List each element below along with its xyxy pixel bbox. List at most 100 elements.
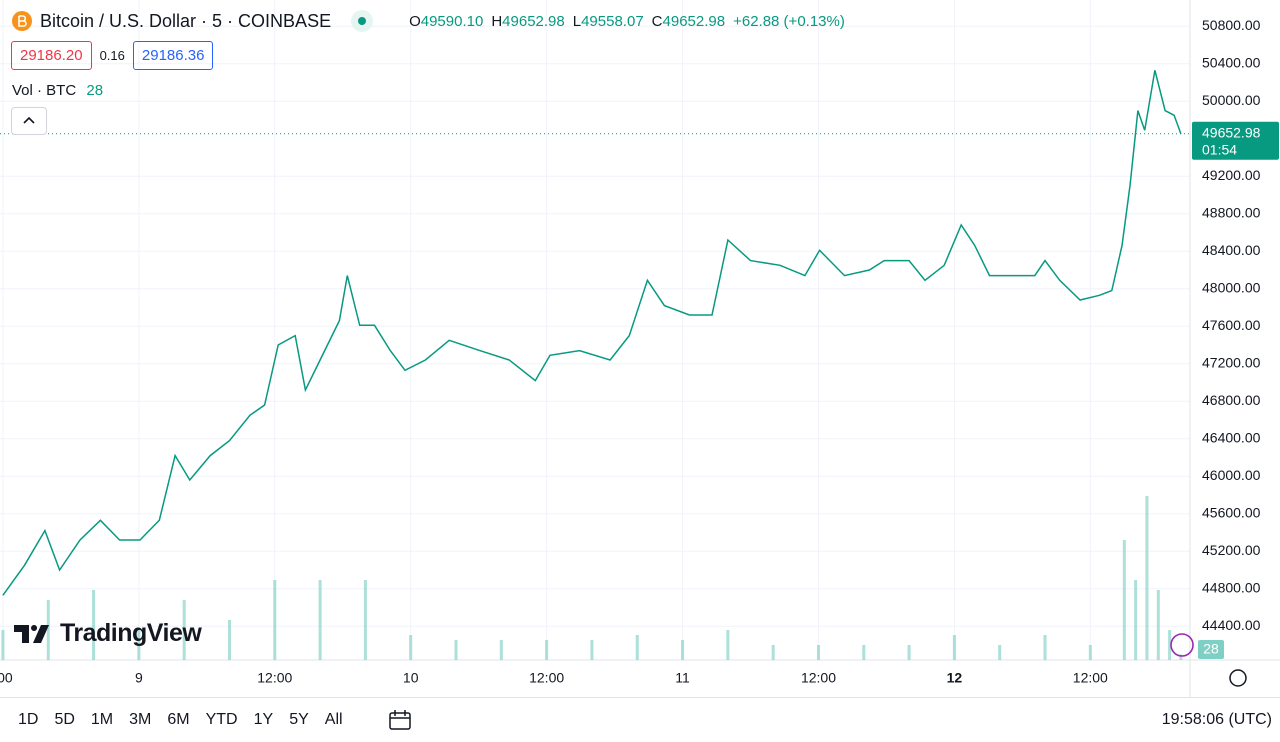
y-tick-label: 50400.00 xyxy=(1202,54,1261,70)
bitcoin-icon xyxy=(12,11,32,31)
x-tick-label: 12 xyxy=(947,670,963,686)
range-button[interactable]: 1Y xyxy=(253,711,274,728)
volume-tag-label: 28 xyxy=(1203,641,1219,657)
range-button[interactable]: All xyxy=(324,711,343,728)
volume-bar xyxy=(1179,654,1183,660)
x-tick-label: 11 xyxy=(675,670,690,686)
y-tick-label: 50800.00 xyxy=(1202,17,1261,33)
range-button[interactable]: 6M xyxy=(167,711,190,728)
spread: 0.16 xyxy=(99,48,125,63)
volume-bar xyxy=(681,640,685,660)
ohlc-item: L49558.07 xyxy=(573,13,644,30)
last-price-label: 49652.98 xyxy=(1202,124,1261,140)
y-tick-label: 46000.00 xyxy=(1202,467,1261,483)
volume-bar xyxy=(726,630,730,660)
range-button[interactable]: 5Y xyxy=(289,711,309,728)
range-buttons: 1D 5D 1M 3M 6M YTD 1Y 5Y All xyxy=(18,711,343,729)
volume-bar xyxy=(454,640,458,660)
volume-bar xyxy=(273,580,277,660)
y-tick-label: 48000.00 xyxy=(1202,279,1261,295)
x-tick-label: 9 xyxy=(135,670,143,686)
y-tick-label: 47200.00 xyxy=(1202,354,1261,370)
volume-label: Vol · BTC xyxy=(12,82,77,99)
volume-bar xyxy=(590,640,594,660)
volume-bar xyxy=(1134,580,1138,660)
collapse-button[interactable] xyxy=(11,107,47,135)
volume-bar xyxy=(92,590,96,660)
volume-bar xyxy=(182,600,186,660)
x-tick-label: 12:00 xyxy=(529,670,564,686)
volume-bar xyxy=(862,645,866,660)
volume-bar xyxy=(137,630,141,660)
volume-bar xyxy=(318,580,322,660)
y-tick-label: 48800.00 xyxy=(1202,204,1261,220)
market-status[interactable] xyxy=(351,10,374,32)
volume-bar xyxy=(409,635,413,660)
range-button[interactable]: 1M xyxy=(90,711,114,728)
ohlc-value: 49652.98 xyxy=(502,12,565,30)
alert-icon[interactable] xyxy=(1170,633,1194,657)
settings-icon[interactable] xyxy=(1229,669,1247,687)
range-button[interactable]: 3M xyxy=(129,711,152,728)
ohlc-value: 49558.07 xyxy=(581,12,644,30)
ohlc-item: O49590.10 xyxy=(409,13,483,30)
volume-bar xyxy=(952,635,956,660)
ohlc-key: L xyxy=(572,12,582,30)
volume-bar xyxy=(1088,645,1092,660)
y-tick-label: 44400.00 xyxy=(1202,617,1261,633)
y-tick-label: 47600.00 xyxy=(1202,317,1261,333)
ohlc-item: C49652.98 xyxy=(652,13,725,30)
clock[interactable]: 19:58:06 (UTC) xyxy=(1161,711,1272,728)
volume-bar xyxy=(771,645,775,660)
volume-bar xyxy=(1168,630,1172,660)
buy-button[interactable]: 29186.36 xyxy=(132,41,214,70)
sell-button[interactable]: 29186.20 xyxy=(11,41,92,70)
volume-legend: Vol · BTC 28 xyxy=(12,82,103,99)
y-tick-label: 50000.00 xyxy=(1202,92,1261,108)
volume-value: 28 xyxy=(86,82,104,99)
y-tick-label: 45200.00 xyxy=(1202,542,1261,558)
ohlc-value: 49652.98 xyxy=(662,12,726,30)
logo: TradingView xyxy=(14,619,202,648)
volume-bar xyxy=(227,620,231,660)
x-tick-label: :00 xyxy=(0,670,13,686)
volume-bar xyxy=(907,645,911,660)
volume-bar xyxy=(499,640,503,660)
x-tick-label: 10 xyxy=(403,670,419,686)
volume-bar xyxy=(1,630,5,660)
price-line xyxy=(2,70,1182,596)
volume-bar xyxy=(1122,540,1126,660)
ohlc-key: O xyxy=(409,12,421,30)
ohlc-key: H xyxy=(491,12,503,30)
trade-buttons: 29186.20 0.16 29186.36 xyxy=(11,41,214,70)
volume-bar xyxy=(46,600,50,660)
ohlc-value: 49590.10 xyxy=(420,12,484,30)
volume-bar xyxy=(635,635,639,660)
y-tick-label: 48400.00 xyxy=(1202,242,1261,258)
volume-bar xyxy=(545,640,549,660)
y-tick-label: 49200.00 xyxy=(1202,167,1261,183)
ohlc-item: H49652.98 xyxy=(491,13,564,30)
y-tick-label: 46800.00 xyxy=(1202,392,1261,408)
last-price-tag xyxy=(1192,121,1279,160)
volume-bar xyxy=(1043,635,1047,660)
ohlc-key: C xyxy=(651,12,663,30)
y-tick-label: 45600.00 xyxy=(1202,504,1261,520)
goto-date-button[interactable] xyxy=(388,708,414,732)
range-button[interactable]: 1D xyxy=(18,711,39,728)
bottom-toolbar: 1D 5D 1M 3M 6M YTD 1Y 5Y All 19:58:06 (UTC) xyxy=(0,697,1280,742)
y-tick-label: 46400.00 xyxy=(1202,429,1261,445)
x-tick-label: 12:00 xyxy=(257,670,292,686)
volume-tag xyxy=(1198,640,1224,659)
volume-bar xyxy=(998,645,1002,660)
range-button[interactable]: 5D xyxy=(54,711,75,728)
symbol-title[interactable]: Bitcoin / U.S. Dollar · 5 · COINBASE xyxy=(40,10,332,31)
chart: 44400.00 44800.00 45200.00 45600.00 46000.00… xyxy=(0,0,1280,697)
ohlc-values: O49590.10 H49652.98 L49558.07 C49652.98 +62.… xyxy=(409,13,845,30)
y-tick-label: 44800.00 xyxy=(1202,579,1261,595)
x-tick-label: 12:00 xyxy=(801,670,836,686)
volume-bar xyxy=(816,645,820,660)
range-button[interactable]: YTD xyxy=(205,711,238,728)
logo-text: TradingView xyxy=(60,619,202,647)
